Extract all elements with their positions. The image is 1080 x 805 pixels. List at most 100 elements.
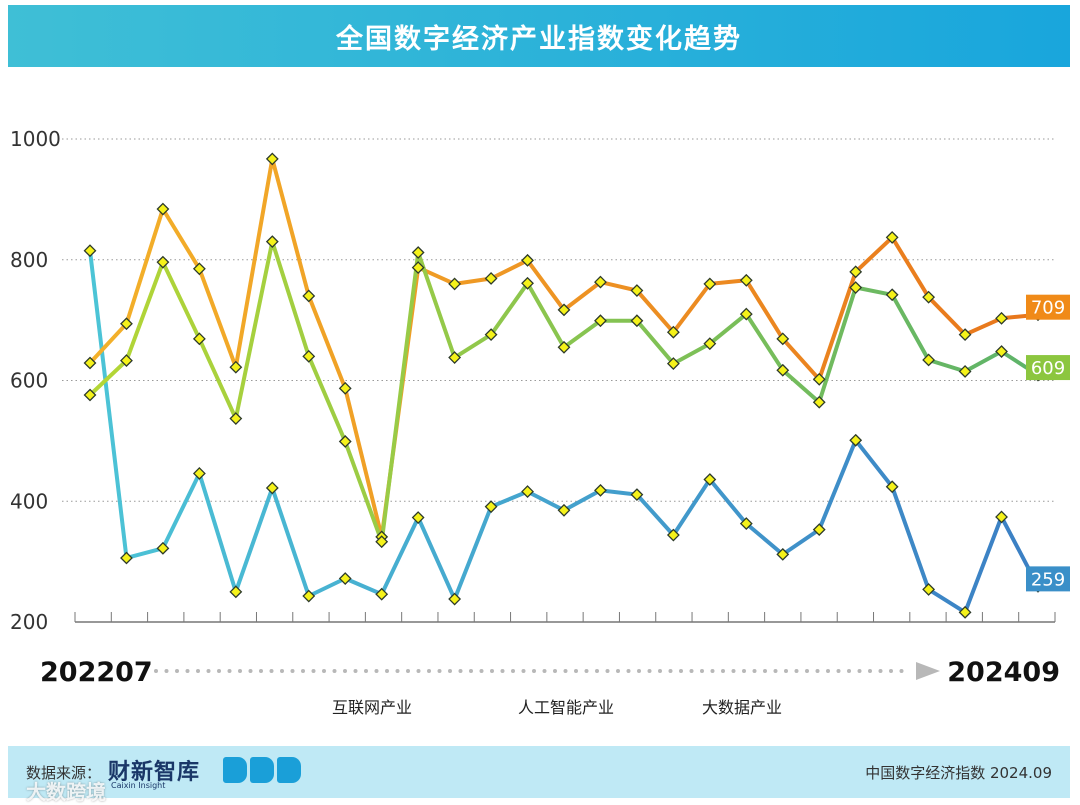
timeline-dot [490, 669, 494, 673]
legend-label: 人工智能产业 [518, 698, 614, 717]
data-point-s1-4 [230, 362, 241, 373]
timeline-dot [669, 669, 673, 673]
timeline-dot [585, 669, 589, 673]
timeline-dot [595, 669, 599, 673]
timeline-dot [375, 669, 379, 673]
timeline-dot [690, 669, 694, 673]
timeline-dot [459, 669, 463, 673]
timeline-dot [396, 669, 400, 673]
timeline-dot [522, 669, 526, 673]
timeline-dot [784, 669, 788, 673]
data-point-s1-7 [340, 383, 351, 394]
bbd-logo-icon [223, 757, 301, 783]
x-start-label: 202207 [40, 657, 153, 688]
legend-label: 大数据产业 [702, 698, 782, 717]
y-tick-label-1000: 1000 [10, 127, 61, 151]
timeline-dot [868, 669, 872, 673]
timeline-dot [837, 669, 841, 673]
y-tick-label-400: 400 [10, 489, 48, 513]
timeline-dot [742, 669, 746, 673]
timeline-dot [291, 669, 295, 673]
x-end-label: 202409 [947, 657, 1060, 688]
timeline-dot [564, 669, 568, 673]
timeline-dot [795, 669, 799, 673]
timeline-dot [637, 669, 641, 673]
timeline-dot [700, 669, 704, 673]
end-label-text: 259 [1031, 569, 1065, 590]
timeline-dot [753, 669, 757, 673]
timeline-dot [438, 669, 442, 673]
data-point-s0-1 [121, 553, 132, 564]
timeline-dot [196, 669, 200, 673]
timeline-dot [763, 669, 767, 673]
timeline-dot [165, 669, 169, 673]
timeline-dot [385, 669, 389, 673]
watermark: 大数跨境 [26, 776, 106, 805]
footer-index-date: 中国数字经济指数 2024.09 [865, 762, 1052, 783]
timeline-dot [774, 669, 778, 673]
end-label-s0: 259 [1026, 566, 1070, 591]
timeline-dot [175, 669, 179, 673]
timeline-dot [616, 669, 620, 673]
y-tick-label-200: 200 [10, 610, 48, 634]
legend-item-1: 人工智能产业 [458, 698, 614, 717]
timeline-dot [648, 669, 652, 673]
timeline-dot [406, 669, 410, 673]
data-point-s0-11 [486, 501, 497, 512]
timeline-dot [270, 669, 274, 673]
timeline-dot [858, 669, 862, 673]
timeline-dot [501, 669, 505, 673]
timeline-dot [333, 669, 337, 673]
timeline-dot [879, 669, 883, 673]
timeline-dot [259, 669, 263, 673]
timeline-dot [606, 669, 610, 673]
end-label-s1: 709 [1026, 295, 1070, 320]
end-label-text: 709 [1031, 298, 1065, 319]
timeline-dot [679, 669, 683, 673]
timeline-dot [627, 669, 631, 673]
timeline-dot [816, 669, 820, 673]
timeline-dot [312, 669, 316, 673]
data-point-s0-5 [267, 482, 278, 493]
timeline-dot [511, 669, 515, 673]
timeline-dot [889, 669, 893, 673]
timeline-dot [207, 669, 211, 673]
y-tick-label-800: 800 [10, 248, 48, 272]
timeline-dot [805, 669, 809, 673]
timeline-dot [417, 669, 421, 673]
data-point-s1-6 [303, 290, 314, 301]
data-point-s1-5 [267, 153, 278, 164]
timeline-dot [469, 669, 473, 673]
data-point-s2-9 [413, 247, 424, 258]
timeline-dot [364, 669, 368, 673]
timeline-dot [658, 669, 662, 673]
legend-item-0: 互联网产业 [272, 698, 412, 717]
legend-label: 互联网产业 [332, 698, 412, 717]
legend-item-2: 大数据产业 [642, 698, 782, 717]
timeline-dot [900, 669, 904, 673]
timeline-dot [847, 669, 851, 673]
timeline-arrow-icon [916, 662, 940, 680]
timeline-dot [448, 669, 452, 673]
end-label-text: 609 [1031, 358, 1065, 379]
y-tick-label-600: 600 [10, 369, 48, 393]
timeline-dot [343, 669, 347, 673]
timeline-dot [354, 669, 358, 673]
data-point-s2-5 [267, 236, 278, 247]
brand-subtitle: Caixin Insight [111, 781, 165, 790]
timeline-dot [532, 669, 536, 673]
end-label-s2: 609 [1026, 355, 1070, 380]
data-point-s0-4 [230, 586, 241, 597]
timeline-dot [553, 669, 557, 673]
timeline-dot [301, 669, 305, 673]
timeline-dot [154, 669, 158, 673]
timeline-dot [543, 669, 547, 673]
footer: 数据来源： 财新智库 Caixin Insight 中国数字经济指数 2024.… [8, 746, 1070, 798]
timeline-dot [186, 669, 190, 673]
timeline-dot [238, 669, 242, 673]
timeline-dot [711, 669, 715, 673]
timeline-dot [826, 669, 830, 673]
timeline-dot [228, 669, 232, 673]
timeline-dot [217, 669, 221, 673]
